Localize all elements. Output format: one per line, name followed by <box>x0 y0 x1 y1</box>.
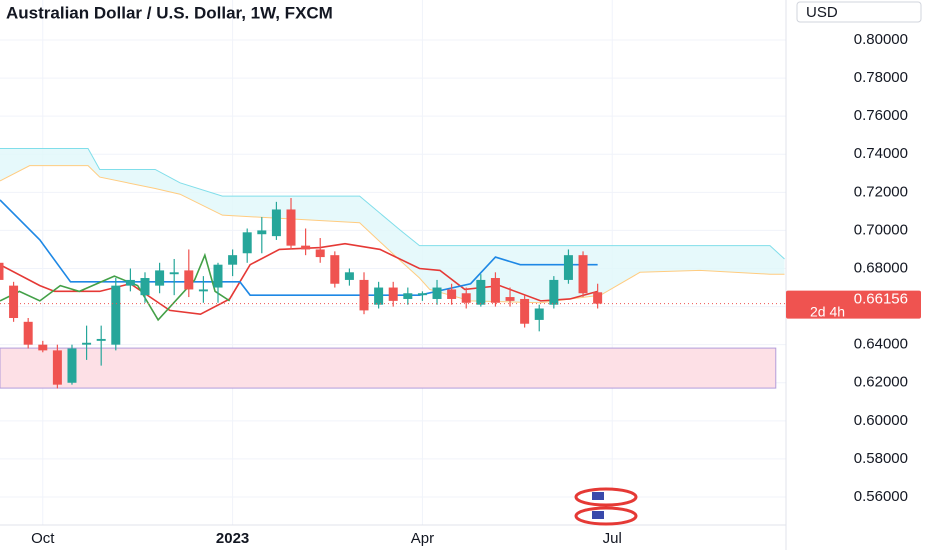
flag-icons <box>574 487 638 526</box>
candle-body <box>286 209 296 246</box>
candle-body <box>96 338 106 341</box>
candle-body <box>593 292 603 304</box>
candle-body <box>125 279 135 286</box>
candle-body <box>490 278 500 303</box>
candle-body <box>155 270 165 286</box>
candle-body <box>67 348 77 383</box>
y-tick-label: 0.56000 <box>854 488 908 505</box>
candle-body <box>271 209 281 237</box>
y-tick-label: 0.58000 <box>854 450 908 467</box>
candle-body <box>563 255 573 280</box>
plot-area <box>0 0 786 525</box>
indicator-line <box>0 199 598 296</box>
candle-body <box>447 289 457 299</box>
y-tick-label: 0.62000 <box>854 374 908 391</box>
candle-body <box>228 255 238 265</box>
candle-body <box>140 278 150 296</box>
cloud-lower <box>0 165 785 304</box>
y-tick-label: 0.68000 <box>854 259 908 276</box>
candle-body <box>38 344 48 351</box>
candle-body <box>257 230 267 235</box>
candle-body <box>242 232 252 254</box>
cloud-upper <box>0 148 785 260</box>
y-tick-label: 0.70000 <box>854 221 908 238</box>
candle-body <box>476 279 486 305</box>
countdown: 2d 4h <box>810 303 845 319</box>
candle-body <box>417 293 427 296</box>
x-tick-label: Apr <box>411 530 434 547</box>
chart-title: Australian Dollar / U.S. Dollar, 1W, FXC… <box>6 3 333 22</box>
y-tick-label: 0.76000 <box>854 107 908 124</box>
y-tick-label: 0.80000 <box>854 31 908 48</box>
candle-body <box>520 298 530 324</box>
candle-body <box>549 279 559 305</box>
candle-body <box>169 272 179 275</box>
candle-body <box>461 293 471 303</box>
candle-body <box>213 264 223 288</box>
candle-body <box>315 249 325 258</box>
last-price-label: 0.66156 <box>854 291 908 308</box>
candle-body <box>111 285 121 345</box>
candle-body <box>432 287 442 299</box>
candle-body <box>0 262 4 280</box>
x-tick-label: 2023 <box>216 530 249 547</box>
y-tick-label: 0.74000 <box>854 145 908 162</box>
currency-box <box>796 1 922 23</box>
y-tick-label: 0.72000 <box>854 183 908 200</box>
y-tick-label: 0.60000 <box>854 412 908 429</box>
y-tick-label: 0.64000 <box>854 336 908 353</box>
candle-body <box>23 321 33 345</box>
y-tick-label: 0.78000 <box>854 69 908 86</box>
candle-body <box>505 297 515 301</box>
candle-body <box>82 342 92 345</box>
zone <box>0 347 777 389</box>
candle-body <box>578 255 588 294</box>
candle-body <box>344 272 354 280</box>
currency: USD <box>806 4 838 21</box>
candle-body <box>184 270 194 290</box>
last-price-tag <box>786 290 921 319</box>
x-tick-label: Jul <box>603 530 622 547</box>
candle-body <box>403 293 413 299</box>
candle-body <box>534 308 544 320</box>
candle-body <box>301 245 311 250</box>
x-tick-label: Oct <box>31 530 55 547</box>
candle-body <box>388 287 398 301</box>
candle-body <box>330 255 340 284</box>
candle-body <box>374 287 384 305</box>
candle-body <box>198 289 208 292</box>
candle-body <box>359 279 369 311</box>
candle-body <box>9 285 19 319</box>
candle-body <box>52 350 62 385</box>
